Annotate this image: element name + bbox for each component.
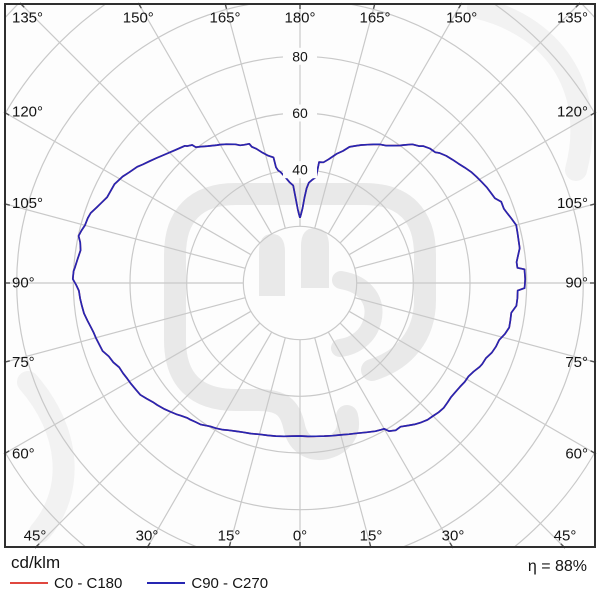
angle-ray [327, 4, 462, 235]
angle-label-165-right: 165° [359, 10, 390, 27]
gamma-angle-labels: 0° 15° 15° 30° 30° 45° 45° 60° 60° 75° 75° 90° 90° 10… [3, 2, 597, 549]
radial-axis-labels: 40 60 80 [283, 47, 317, 179]
efficiency-label: η = 88% [527, 558, 587, 575]
angle-label-90-right: 90° [565, 275, 588, 292]
angle-ray [354, 203, 595, 269]
radial-label-40: 40 [292, 162, 308, 178]
legend-line-c90-c270-icon [147, 582, 186, 584]
angle-label-105-right: 105° [557, 195, 588, 212]
angle-ray [354, 297, 595, 363]
radial-label-box [283, 104, 317, 122]
angle-label-165-left: 165° [209, 10, 240, 27]
angle-label-45-left: 45° [24, 528, 47, 545]
angle-label-180-right: 180° [284, 10, 315, 27]
angle-label-75-right: 75° [565, 354, 588, 371]
angle-ray [224, 4, 286, 229]
angle-label-0-right: 0° [293, 528, 307, 545]
angle-label-75-left: 75° [12, 354, 35, 371]
polar-chart: 40 60 80 0° 15° 15° 30° 30° 45° 45° 60° 60° 75° 75° 90… [3, 2, 597, 549]
angle-ray [348, 310, 595, 454]
radial-label-box [283, 161, 317, 179]
angle-ray [314, 4, 376, 229]
watermark-logo [17, 4, 593, 543]
legend-label-c0-c180: C0 - C180 [54, 574, 123, 592]
angle-label-150-left: 150° [123, 10, 154, 27]
legend-label-c90-c270: C90 - C270 [191, 574, 269, 592]
angle-ray [35, 322, 261, 547]
legend-line-c0-c180-icon [10, 582, 48, 584]
angle-ray [327, 331, 454, 547]
plot-border [4, 3, 596, 548]
radial-label-box [283, 47, 317, 65]
radial-label-80: 80 [292, 48, 308, 64]
angle-ray [5, 297, 246, 363]
angle-label-105-left: 105° [12, 195, 43, 212]
angle-label-60-left: 60° [12, 445, 35, 462]
unit-label: cd/klm [11, 553, 61, 572]
angle-ray [146, 331, 273, 547]
angle-ray [228, 337, 286, 547]
angle-label-120-left: 120° [12, 104, 43, 121]
angle-ray [5, 203, 246, 269]
intensity-curves [71, 142, 527, 438]
angle-ray [5, 112, 252, 256]
angle-label-120-right: 120° [557, 104, 588, 121]
angle-ray [339, 322, 565, 547]
angle-label-150-right: 150° [446, 10, 477, 27]
curve-c90-c270 [71, 142, 527, 438]
angle-ray [339, 4, 580, 244]
angle-ray [138, 4, 273, 235]
angle-label-30-left: 30° [136, 528, 159, 545]
angle-label-15-right: 15° [360, 528, 383, 545]
angle-label-15-left: 15° [218, 528, 241, 545]
angle-ray [314, 337, 372, 547]
angle-label-60-right: 60° [565, 445, 588, 462]
radial-label-60: 60 [292, 105, 308, 121]
angle-ray [348, 112, 595, 256]
angle-label-45-right: 45° [554, 528, 577, 545]
angle-label-135-left: 135° [12, 10, 43, 27]
angle-ray [5, 310, 252, 454]
legend: C0 - C180 C90 - C270 [10, 574, 268, 592]
angle-label-30-right: 30° [442, 528, 465, 545]
angle-label-90-left: 90° [12, 275, 35, 292]
angle-ray [20, 4, 261, 244]
angle-label-135-right: 135° [557, 10, 588, 27]
